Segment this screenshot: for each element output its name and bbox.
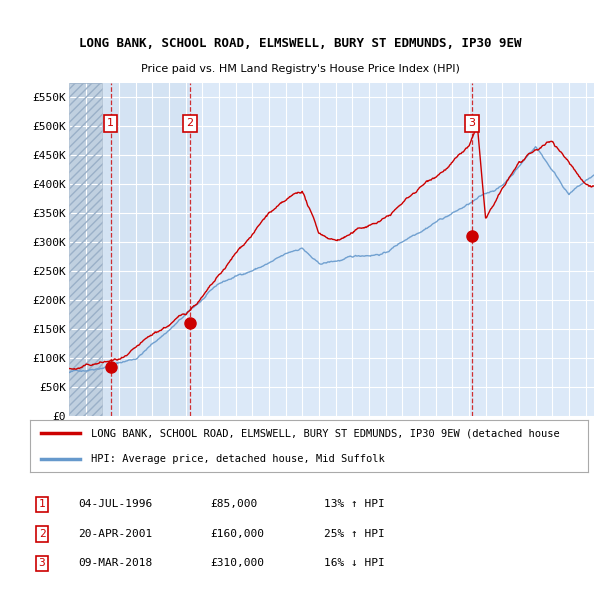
Text: 04-JUL-1996: 04-JUL-1996 [78, 500, 152, 509]
Text: £160,000: £160,000 [210, 529, 264, 539]
Text: 20-APR-2001: 20-APR-2001 [78, 529, 152, 539]
Text: 16% ↓ HPI: 16% ↓ HPI [324, 559, 385, 568]
Text: LONG BANK, SCHOOL ROAD, ELMSWELL, BURY ST EDMUNDS, IP30 9EW (detached house: LONG BANK, SCHOOL ROAD, ELMSWELL, BURY S… [91, 428, 560, 438]
Text: 25% ↑ HPI: 25% ↑ HPI [324, 529, 385, 539]
Text: HPI: Average price, detached house, Mid Suffolk: HPI: Average price, detached house, Mid … [91, 454, 385, 464]
Text: 3: 3 [469, 118, 476, 128]
Text: 13% ↑ HPI: 13% ↑ HPI [324, 500, 385, 509]
Text: 1: 1 [107, 118, 114, 128]
Text: 2: 2 [186, 118, 193, 128]
Text: £310,000: £310,000 [210, 559, 264, 568]
Text: 2: 2 [38, 529, 46, 539]
Text: £85,000: £85,000 [210, 500, 257, 509]
Text: 3: 3 [38, 559, 46, 568]
Text: Price paid vs. HM Land Registry's House Price Index (HPI): Price paid vs. HM Land Registry's House … [140, 64, 460, 74]
Text: 1: 1 [38, 500, 46, 509]
Text: LONG BANK, SCHOOL ROAD, ELMSWELL, BURY ST EDMUNDS, IP30 9EW: LONG BANK, SCHOOL ROAD, ELMSWELL, BURY S… [79, 37, 521, 50]
Text: 09-MAR-2018: 09-MAR-2018 [78, 559, 152, 568]
